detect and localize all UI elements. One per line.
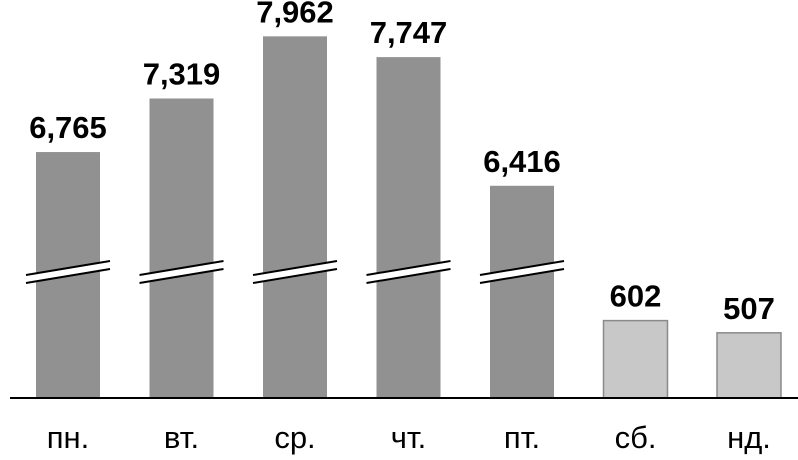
category-label-7: нд. [727,420,771,455]
bar-3 [263,36,327,399]
break-mark-5 [479,260,565,284]
value-label-4: 7,747 [370,15,448,50]
value-label-5: 6,416 [483,144,561,179]
break-mark-3 [252,260,338,284]
category-label-3: ср. [274,420,315,455]
category-label-1: пн. [47,420,90,455]
value-label-7: 507 [723,291,775,326]
value-label-2: 7,319 [143,56,221,91]
category-label-4: чт. [391,420,427,455]
break-mark-4 [366,260,451,284]
bar-2 [149,98,214,398]
bar-5 [490,185,554,398]
value-label-3: 7,962 [256,0,334,29]
break-mark-2 [139,260,224,284]
axis-break-marks [25,260,565,284]
bar-6 [602,319,669,399]
category-label-6: сб. [615,420,657,455]
bars-layer [36,36,782,399]
category-labels-layer: пн. вт. ср. чт. пт. сб. нд. [47,420,771,455]
value-label-1: 6,765 [29,110,107,145]
category-label-2: вт. [164,420,199,455]
bar-7 [716,332,782,399]
break-mark-1 [25,260,111,284]
value-labels-layer: 6,765 7,319 7,962 7,747 6,416 602 507 [29,0,775,326]
value-label-6: 602 [610,279,662,314]
bar-4 [376,57,441,399]
category-label-5: пт. [504,420,540,455]
